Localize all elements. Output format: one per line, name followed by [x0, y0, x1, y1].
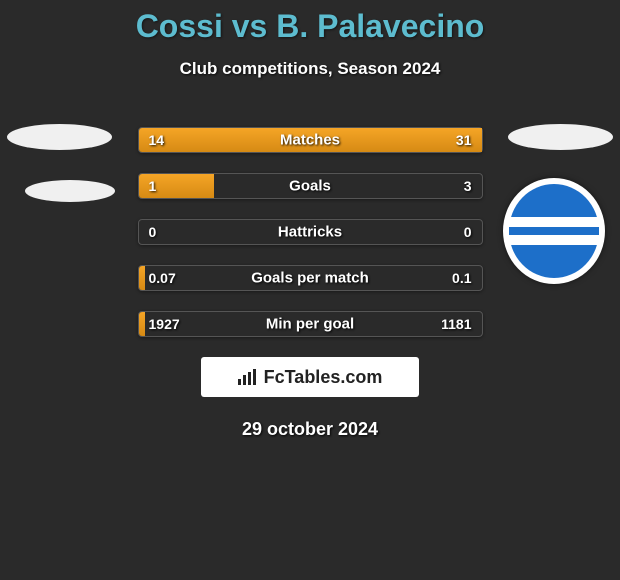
bar-label: Hattricks [278, 224, 342, 241]
bar-fill [139, 312, 146, 336]
bar-label: Goals per match [251, 270, 369, 287]
player-a-ellipse-2 [25, 180, 115, 202]
bar-left-value: 1 [149, 178, 157, 194]
bar-label: Min per goal [266, 316, 354, 333]
bar-row: 0.07 Goals per match 0.1 [138, 265, 483, 291]
page-title: Cossi vs B. Palavecino [0, 0, 620, 45]
bar-right-value: 31 [456, 132, 472, 148]
bar-right-value: 0.1 [452, 270, 471, 286]
bar-left-value: 1927 [149, 316, 180, 332]
bar-right-value: 0 [464, 224, 472, 240]
bar-row: 14 Matches 31 [138, 127, 483, 153]
subtitle: Club competitions, Season 2024 [0, 59, 620, 79]
attribution-text: FcTables.com [264, 367, 383, 388]
bar-right-value: 1181 [441, 316, 471, 332]
bar-row: 1 Goals 3 [138, 173, 483, 199]
bar-label: Matches [280, 132, 340, 149]
bar-row: 0 Hattricks 0 [138, 219, 483, 245]
attribution-badge: FcTables.com [201, 357, 419, 397]
chart-icon [238, 369, 258, 385]
bar-row: 1927 Min per goal 1181 [138, 311, 483, 337]
bar-left-value: 0 [149, 224, 157, 240]
player-a-ellipse-1 [7, 124, 112, 150]
bar-left-value: 0.07 [149, 270, 176, 286]
bar-right-value: 3 [464, 178, 472, 194]
bar-fill [139, 266, 146, 290]
comparison-bars: 14 Matches 31 1 Goals 3 0 Hattricks 0 0.… [138, 127, 483, 337]
club-badge [503, 178, 605, 284]
player-b-ellipse [508, 124, 613, 150]
bar-left-value: 14 [149, 132, 165, 148]
date-label: 29 october 2024 [0, 419, 620, 440]
bar-label: Goals [289, 178, 331, 195]
